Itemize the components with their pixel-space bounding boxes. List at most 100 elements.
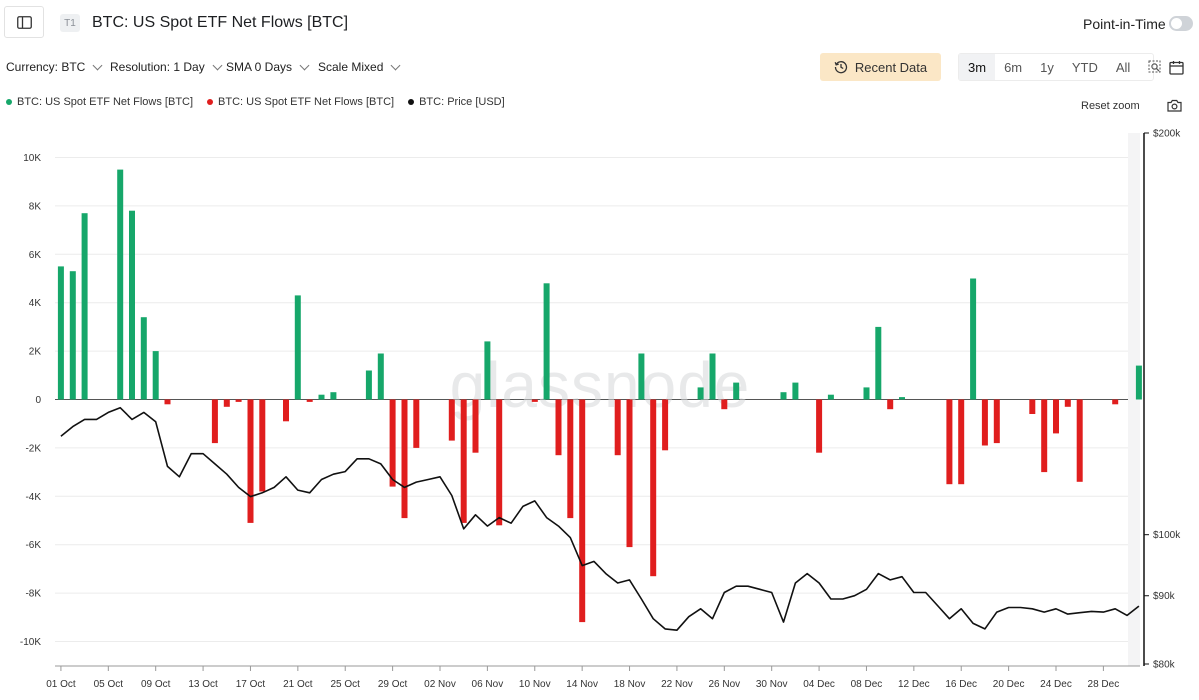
outflow-bar[interactable] [211, 399, 218, 444]
outflow-bar[interactable] [235, 399, 242, 402]
inflow-bar[interactable] [709, 353, 716, 400]
resolution-dropdown[interactable]: Resolution: 1 Day [110, 60, 223, 74]
zoom-select-button[interactable] [1139, 54, 1171, 80]
x-tick-label: 14 Nov [566, 679, 598, 690]
legend-dot-green [6, 99, 12, 105]
sidebar-toggle-button[interactable] [4, 6, 44, 38]
inflow-bar[interactable] [294, 295, 301, 400]
outflow-bar[interactable] [460, 399, 467, 523]
outflow-bar[interactable] [579, 399, 586, 623]
range-6m-button[interactable]: 6m [1004, 59, 1023, 75]
inflow-bar[interactable] [697, 387, 704, 400]
y-tick-label: 10K [23, 153, 41, 164]
inflow-bar[interactable] [140, 317, 147, 400]
inflow-bar[interactable] [780, 392, 787, 400]
outflow-bar[interactable] [223, 399, 230, 407]
outflow-bar[interactable] [946, 399, 953, 485]
inflow-bar[interactable] [970, 278, 977, 400]
inflow-bar[interactable] [484, 341, 491, 400]
inflow-bar[interactable] [377, 353, 384, 400]
legend-item-positive-flows[interactable]: BTC: US Spot ETF Net Flows [BTC] [6, 96, 193, 108]
outflow-bar[interactable] [306, 399, 313, 402]
inflow-bar[interactable] [117, 169, 124, 400]
tier-badge: T1 [60, 14, 80, 32]
outflow-bar[interactable] [448, 399, 455, 441]
inflow-bar[interactable] [1135, 365, 1142, 400]
outflow-bar[interactable] [614, 399, 621, 456]
outflow-bar[interactable] [1112, 399, 1119, 405]
inflow-bar[interactable] [792, 382, 799, 400]
legend-item-negative-flows[interactable]: BTC: US Spot ETF Net Flows [BTC] [207, 96, 394, 108]
etf-flows-chart[interactable]: glassnode 10K 8K 6K 4K 2K 0 -2K -4K -6K -8K -10K $… [0, 125, 1199, 700]
outflow-bar[interactable] [1041, 399, 1048, 473]
outflow-bar[interactable] [721, 399, 728, 410]
outflow-bar[interactable] [958, 399, 965, 485]
scale-dropdown-label: Scale Mixed [318, 60, 384, 74]
x-tick-label: 10 Nov [519, 679, 551, 690]
outflow-bar[interactable] [247, 399, 254, 523]
recent-data-button[interactable]: Recent Data [820, 53, 941, 81]
outflow-bar[interactable] [531, 399, 538, 402]
range-1y-button[interactable]: 1y [1040, 59, 1054, 75]
y-axis-right: $200k $100k $90k $80k [1144, 129, 1181, 671]
inflow-bar[interactable] [152, 351, 159, 400]
x-tick-label: 29 Oct [378, 679, 408, 690]
inflow-bar[interactable] [638, 353, 645, 400]
camera-icon [1167, 99, 1182, 112]
outflow-bar[interactable] [1064, 399, 1071, 407]
y-right-tick-label: $90k [1153, 591, 1176, 602]
outflow-bar[interactable] [993, 399, 1000, 444]
outflow-bar[interactable] [1053, 399, 1059, 434]
inflow-bar[interactable] [318, 394, 325, 400]
y-tick-label: -4K [25, 492, 41, 503]
inflow-bar[interactable] [899, 397, 905, 400]
outflow-bar[interactable] [626, 399, 633, 548]
inflow-bar[interactable] [330, 392, 337, 400]
outflow-bar[interactable] [981, 399, 988, 446]
scale-dropdown[interactable]: Scale Mixed [318, 60, 401, 74]
outflow-bar[interactable] [650, 399, 657, 577]
range-ytd-button[interactable]: YTD [1071, 59, 1098, 75]
outflow-bar[interactable] [472, 399, 479, 453]
range-3m-button[interactable]: 3m [959, 54, 996, 80]
x-tick-label: 02 Nov [424, 679, 456, 690]
range-all-button[interactable]: All [1115, 59, 1131, 75]
point-in-time-toggle[interactable] [1169, 16, 1193, 31]
outflow-bar[interactable] [1029, 399, 1036, 415]
inflow-bar[interactable] [57, 266, 64, 400]
y-axis-left: 10K 8K 6K 4K 2K 0 -2K -4K -6K -8K -10K [20, 153, 42, 648]
reset-zoom-button[interactable]: Reset zoom [1081, 100, 1140, 112]
outflow-bar[interactable] [401, 399, 408, 519]
inflow-bar[interactable] [365, 370, 372, 400]
screenshot-button[interactable] [1167, 99, 1183, 113]
outflow-bar[interactable] [413, 399, 420, 448]
resolution-dropdown-label: Resolution: 1 Day [110, 60, 205, 74]
inflow-bar[interactable] [69, 271, 76, 400]
x-tick-label: 26 Nov [708, 679, 740, 690]
inflow-bar[interactable] [827, 394, 834, 400]
outflow-bar[interactable] [555, 399, 562, 456]
legend-item-price[interactable]: BTC: Price [USD] [408, 96, 505, 108]
currency-dropdown[interactable]: Currency: BTC [6, 60, 103, 74]
x-tick-label: 25 Oct [330, 679, 360, 690]
sma-dropdown[interactable]: SMA 0 Days [226, 60, 310, 74]
inflow-bar[interactable] [543, 283, 550, 400]
outflow-bar[interactable] [283, 399, 289, 422]
outflow-bar[interactable] [164, 399, 171, 405]
inflow-bar[interactable] [81, 213, 88, 400]
outflow-bar[interactable] [887, 399, 894, 410]
y-tick-label: 8K [29, 201, 42, 212]
inflow-bar[interactable] [129, 210, 135, 400]
inflow-bar[interactable] [863, 387, 870, 400]
inflow-bar[interactable] [733, 382, 740, 400]
outflow-bar[interactable] [389, 399, 396, 487]
outflow-bar[interactable] [259, 399, 266, 492]
calendar-button[interactable] [1166, 57, 1186, 77]
x-tick-label: 16 Dec [945, 679, 977, 690]
outflow-bar[interactable] [662, 399, 669, 451]
outflow-bar[interactable] [496, 399, 503, 526]
outflow-bar[interactable] [1076, 399, 1083, 482]
inflow-bar[interactable] [875, 326, 882, 400]
outflow-bar[interactable] [567, 399, 574, 519]
outflow-bar[interactable] [816, 399, 823, 453]
